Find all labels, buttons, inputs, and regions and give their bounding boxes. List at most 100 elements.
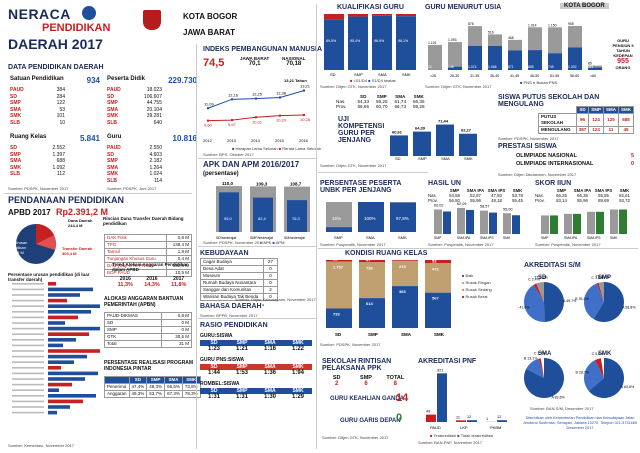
iiun-2017-bar bbox=[550, 215, 558, 234]
source-kebudayaan: Sumber: Ditjen Kebudayaan, November 2017 bbox=[235, 297, 316, 302]
lama-point bbox=[206, 107, 210, 110]
peserta-row-label: SMK bbox=[107, 113, 119, 119]
usia-nonpns-value: 1.101 bbox=[428, 41, 437, 45]
urusan-bar bbox=[48, 410, 57, 415]
trend-value: 11,8% bbox=[171, 282, 187, 288]
ipm-legend: ■ Harapan Lama Sekolah ■ Rerata Lama Sek… bbox=[232, 146, 321, 151]
satuan-row-value: 101 bbox=[56, 113, 65, 119]
rasio-col: SMP bbox=[228, 340, 256, 346]
putus-title: SISWA PUTUS SEKOLAH DAN MENGULANG bbox=[498, 94, 600, 108]
lama-label: 13,21 bbox=[300, 84, 311, 89]
ruang-row-label: SLB bbox=[10, 171, 20, 177]
iiun-tbl-row: Nas. 66,25 66,35 65,85 82,61 bbox=[535, 193, 635, 198]
bantuan-value: 30,6 M bbox=[161, 333, 192, 341]
rintisan-value: 8 bbox=[393, 381, 397, 387]
hasil-un-title: HASIL UN bbox=[428, 180, 461, 187]
peserta-row-label: PAUD bbox=[107, 87, 121, 93]
peserta-row-value: 106.607 bbox=[143, 93, 162, 100]
akreditasi-slice bbox=[524, 284, 545, 322]
un-tbl-cell: SMK bbox=[512, 188, 523, 193]
unbk-bg-bar bbox=[326, 202, 352, 232]
iiun-tbl-cell: SMA IPA bbox=[573, 188, 592, 193]
satuan-row: SLB 10 bbox=[10, 120, 65, 127]
kebudayaan-row: Sanggar dan Komunitas 2 bbox=[200, 286, 278, 294]
rintisan-col: SMP bbox=[360, 375, 372, 381]
urusan-bar bbox=[48, 282, 56, 286]
prestasi-value: 5 bbox=[630, 153, 634, 159]
usia-nonpns-value: 955 bbox=[568, 22, 574, 26]
rombel-table: SD SMP SMA SMK 1:31 1:31 1:30 1:29 bbox=[200, 388, 312, 400]
bantuan-row: GTK 30,6 M bbox=[103, 333, 192, 341]
iiun-cat: SMA IPA bbox=[564, 236, 578, 240]
rasio-col: SMK bbox=[284, 364, 312, 370]
kondisi-berat-value: 62 bbox=[333, 258, 338, 262]
guru-row-value: 1.264 bbox=[149, 164, 162, 171]
urusan-bar-label-placeholder bbox=[12, 299, 44, 302]
un-tbl-cell: 56,50 bbox=[449, 198, 460, 203]
usia-pns-bar bbox=[488, 46, 502, 70]
iiun-tbl-cell: 65,85 bbox=[598, 193, 609, 198]
garis-title: GURU GARIS DEPAN bbox=[340, 418, 401, 424]
ukg-cell: 54,33 bbox=[357, 99, 370, 104]
prestasi-label: OLIMPIADE INTERNASIONAL bbox=[516, 161, 594, 167]
prestasi-label: OLIMPIADE NASIONAL bbox=[516, 153, 577, 159]
rasio-header: SD SMP SMA SMK bbox=[200, 340, 312, 346]
un-tbl-cell: 55,96 bbox=[470, 198, 481, 203]
source-akreditasi: Sumber: BAN-S/M, Desember 2017 bbox=[530, 406, 594, 411]
kondisi-legend-label: Rusak Berat bbox=[465, 294, 488, 299]
usia-nonpns-bar bbox=[548, 27, 562, 54]
rincian-label: Tamsil bbox=[103, 248, 168, 256]
ukg-row: Prov. 56,65 60,70 66,73 59,28 bbox=[336, 104, 428, 109]
apk-cat: SM/sederajat bbox=[284, 236, 305, 240]
ukg-row: SD SMP SMA SMK bbox=[336, 94, 428, 99]
rasio-col: SMK bbox=[284, 388, 312, 394]
rasio-value: 1:36 bbox=[263, 370, 276, 376]
kebudayaan-value: 0 bbox=[263, 265, 278, 273]
satuan-row: SD 284 bbox=[10, 94, 65, 101]
guru-row-value: 4.603 bbox=[149, 151, 162, 158]
urusan-bar-label-placeholder bbox=[12, 400, 44, 403]
source-un: Sumber: Puspendik, November 2017 bbox=[428, 242, 494, 247]
title-line1: NERACA bbox=[8, 6, 71, 22]
usia-nonpns-bar bbox=[428, 44, 442, 70]
kondisi-baik-value: 363 bbox=[399, 289, 406, 294]
putus-col: SMA bbox=[603, 106, 619, 114]
ukg-cell: SMK bbox=[413, 94, 424, 99]
rincian-label: TPG bbox=[103, 241, 168, 249]
satuan-row: PAUD 384 bbox=[10, 87, 65, 94]
unbk-title: PERSENTASE PESERTA UNBK PER JENJANG bbox=[320, 180, 402, 194]
kondisi-legend-label: Rusak Sedang bbox=[465, 287, 492, 292]
peserta-row-value: 18.023 bbox=[146, 87, 162, 93]
urusan-bar bbox=[48, 310, 91, 314]
ruang-row-value: 688 bbox=[56, 158, 65, 164]
ipm-title: INDEKS PEMBANGUNAN MANUSIA 2016 bbox=[203, 46, 340, 53]
rasio-values: 1:23 1:21 1:16 1:22 bbox=[200, 346, 312, 352]
lama-point bbox=[254, 97, 258, 100]
un-2016-bar bbox=[457, 207, 465, 234]
peserta-block: Peserta Didik 229.730 PAUD 18.023 SD 106.607… bbox=[107, 76, 197, 126]
ukg-cell: 56,65 bbox=[357, 104, 370, 109]
kual-s1-bar bbox=[324, 19, 344, 70]
peserta-row: SMK 39.281 bbox=[107, 113, 162, 120]
source-unbk: Sumber: Puspendik, November 2017 bbox=[320, 242, 386, 247]
ipm-nasional: NASIONAL 70,18 bbox=[282, 56, 306, 67]
peserta-label: Peserta Didik bbox=[107, 76, 146, 82]
akreditasi-slice-label: TT 6,3% bbox=[534, 275, 548, 279]
lama-label: 12,38 bbox=[276, 91, 287, 96]
trend-value: 14,3% bbox=[144, 282, 160, 288]
pnf-tidak-bar bbox=[467, 420, 477, 422]
kebudayaan-row: Cagar Budaya 27 bbox=[200, 258, 278, 266]
urusan-bar-label-placeholder bbox=[12, 355, 44, 358]
bahasa-value: - bbox=[262, 302, 265, 309]
ukg-cell: 60,70 bbox=[376, 104, 388, 109]
satuan-row: SMK 101 bbox=[10, 113, 65, 120]
usia-pns-value: 871 bbox=[508, 65, 514, 69]
peserta-row: SLB 640 bbox=[107, 120, 162, 127]
rasio-col: SMA bbox=[256, 388, 284, 394]
ukg-cat: SMK bbox=[464, 156, 473, 160]
urusan-bar-label-placeholder bbox=[12, 372, 44, 375]
apbd-value: Rp2.391,2 M bbox=[56, 207, 109, 217]
pip-value: 73,8% bbox=[181, 383, 201, 391]
urusan-bar bbox=[48, 360, 74, 364]
apk-value: 109,3 bbox=[256, 181, 268, 186]
